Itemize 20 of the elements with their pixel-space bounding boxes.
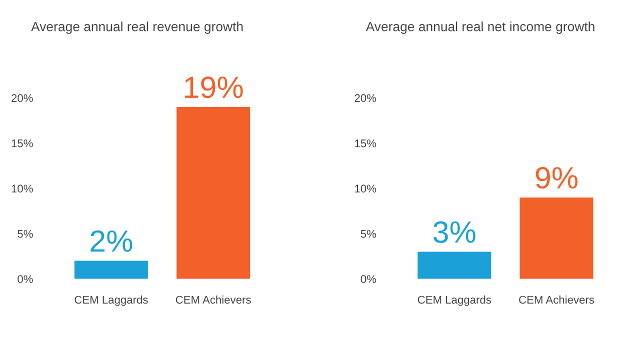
y-tick-label: 15% xyxy=(355,139,376,148)
y-tick-label: 0% xyxy=(360,275,376,284)
y-tick-label: 15% xyxy=(12,139,33,148)
data-label: 2% xyxy=(90,230,132,252)
data-label: 9% xyxy=(536,166,578,189)
y-tick-label: 5% xyxy=(360,230,376,238)
y-tick-label: 10% xyxy=(12,184,33,193)
y-tick-label: 20% xyxy=(354,94,376,102)
y-tick-label: 5% xyxy=(18,230,33,238)
x-tick-label: CEM Laggards xyxy=(74,296,148,306)
chart-title: Average annual real revenue growth xyxy=(31,22,243,34)
data-label: 3% xyxy=(433,221,476,243)
x-tick-label: CEM Achievers xyxy=(176,296,251,304)
y-tick-label: 20% xyxy=(12,94,33,102)
chart-title: Average annual real net income growth xyxy=(366,22,594,34)
data-label: 19% xyxy=(185,76,243,98)
y-tick-label: 0% xyxy=(18,275,33,284)
x-tick-label: CEM Laggards xyxy=(418,296,492,306)
y-tick-label: 10% xyxy=(355,184,376,193)
x-tick-label: CEM Achievers xyxy=(519,296,594,304)
